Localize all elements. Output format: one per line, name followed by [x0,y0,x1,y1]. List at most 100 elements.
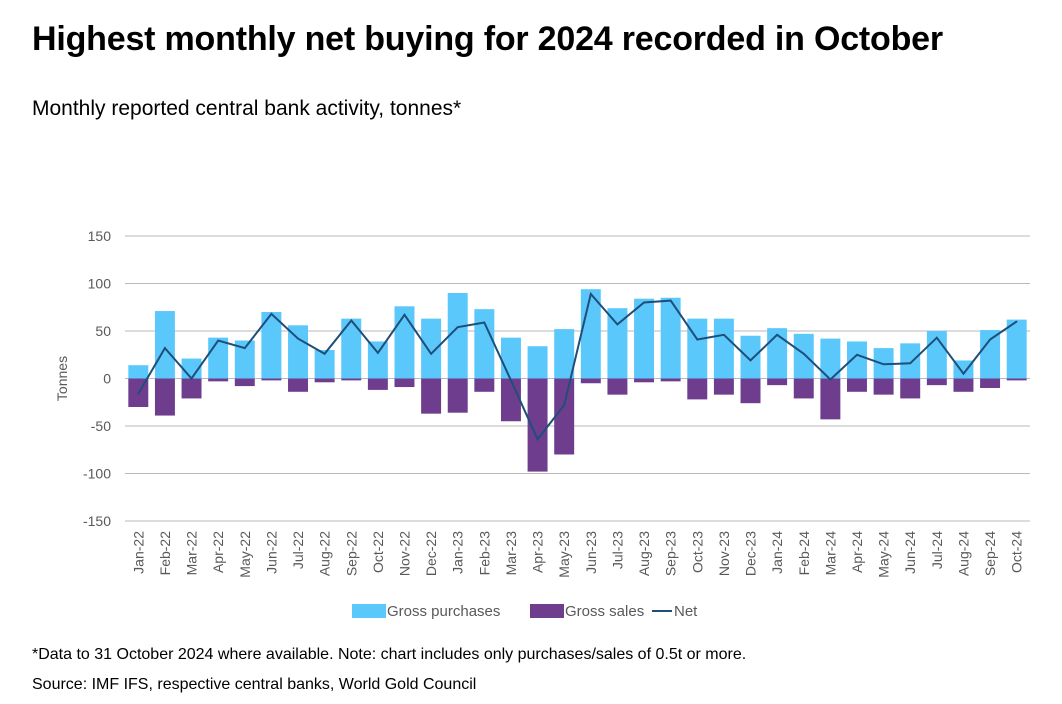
bar-gross-purchases [314,350,335,379]
net-point [350,319,353,322]
net-point [590,293,592,295]
net-point [563,404,565,406]
bar-gross-sales [314,378,335,383]
bar-gross-sales [208,378,229,382]
net-point [802,353,805,355]
bar-gross-purchases [793,333,814,379]
bar-gross-sales [1006,378,1027,381]
x-tick-label: Dec-22 [423,531,439,576]
bar-gross-purchases [1006,319,1027,379]
bar-gross-sales [713,378,734,395]
net-point [217,339,219,342]
bar-gross-purchases [394,306,415,379]
bar-gross-purchases [980,330,1001,379]
net-point [723,334,725,336]
bar-gross-purchases [341,318,362,379]
bar-gross-purchases [208,337,229,379]
bar-gross-sales [847,378,867,392]
x-tick-label: Jul-23 [609,531,625,569]
bar-gross-purchases [953,360,974,379]
x-tick-label: Mar-22 [184,531,200,576]
net-point [1015,320,1018,323]
y-tick-label: 150 [88,228,112,244]
net-point [297,337,299,340]
x-tick-label: Aug-24 [955,531,971,576]
bar-gross-sales [740,378,761,404]
bar-gross-sales [394,378,415,388]
net-point [989,338,991,341]
bar-gross-purchases [474,309,495,379]
bar-gross-sales [873,378,894,395]
net-point [164,347,166,349]
bar-gross-purchases [421,318,442,379]
bar-gross-sales [154,378,175,416]
net-point [616,323,619,326]
bar-gross-purchases [154,311,175,379]
bar-gross-purchases [261,312,282,379]
net-point [430,353,432,355]
chart-svg: 150 100 50 0 -50 -100 -150 Tonnes Jan-22 Feb-22 Ma… [54,228,1030,620]
bar-gross-purchases [128,365,149,379]
net-point [510,379,512,382]
x-tick-label: Apr-24 [849,531,865,573]
x-tick-label: Jan-23 [450,531,466,574]
bar-gross-sales [660,378,681,382]
x-tick-label: Oct-24 [1009,531,1025,573]
bar-gross-sales [580,378,601,384]
y-tick-label: 100 [88,276,112,292]
bar-gross-sales [367,378,388,390]
net-point [962,372,965,375]
y-tick-label: 0 [103,371,111,387]
x-tick-label: Sep-22 [343,531,359,576]
x-tick-label: Jul-22 [290,531,306,569]
x-tick-label: Mar-23 [503,531,519,576]
bar-gross-purchases [713,318,734,379]
net-point [696,338,699,341]
x-tick-label: Jan-24 [769,531,785,574]
bar-gross-purchases [500,337,521,379]
x-tick-label: Jul-24 [929,531,945,569]
bar-gross-sales [341,378,362,381]
y-axis-label: Tonnes [54,356,70,401]
bar-gross-sales [288,378,308,392]
x-tick-label: May-23 [556,531,572,578]
x-tick-label: Jun-24 [902,531,918,574]
net-point [536,438,539,441]
bar-gross-sales [953,378,974,392]
y-tick-label: 50 [95,323,111,339]
net-point [323,353,326,355]
bar-gross-purchases [367,341,388,379]
net-point [643,301,645,304]
net-point [270,313,273,315]
bar-gross-sales [607,378,628,395]
legend-label: Net [674,603,698,620]
net-point [377,352,379,354]
bar-gross-purchases [234,340,255,379]
net-point [669,299,672,302]
bar-gross-purchases [820,338,841,379]
chart-source: Source: IMF IFS, respective central bank… [32,676,477,693]
bar-gross-sales [527,378,548,472]
bar-gross-purchases [607,308,628,379]
net-point [856,353,858,356]
legend-swatch [530,604,564,618]
bar-gross-sales [554,378,575,455]
x-tick-label: Aug-22 [317,531,333,576]
y-tick-label: -150 [83,513,111,529]
bar-gross-sales [980,378,1001,388]
x-tick-label: May-24 [876,531,892,578]
x-tick-label: Feb-23 [476,531,492,576]
bar-gross-purchases [447,293,468,379]
bar-gross-sales [926,378,947,386]
x-tick-label: Aug-23 [636,531,652,576]
bar-gross-sales [900,378,921,399]
bar-gross-purchases [527,346,548,379]
net-point [829,378,832,381]
x-tick-label: Apr-22 [210,531,226,573]
bar-gross-sales [500,378,521,422]
bar-gross-sales [447,378,468,413]
bar-gross-purchases [900,343,921,379]
x-tick-label: May-22 [237,531,253,578]
bar-gross-sales [181,378,202,399]
net-point [749,359,752,362]
